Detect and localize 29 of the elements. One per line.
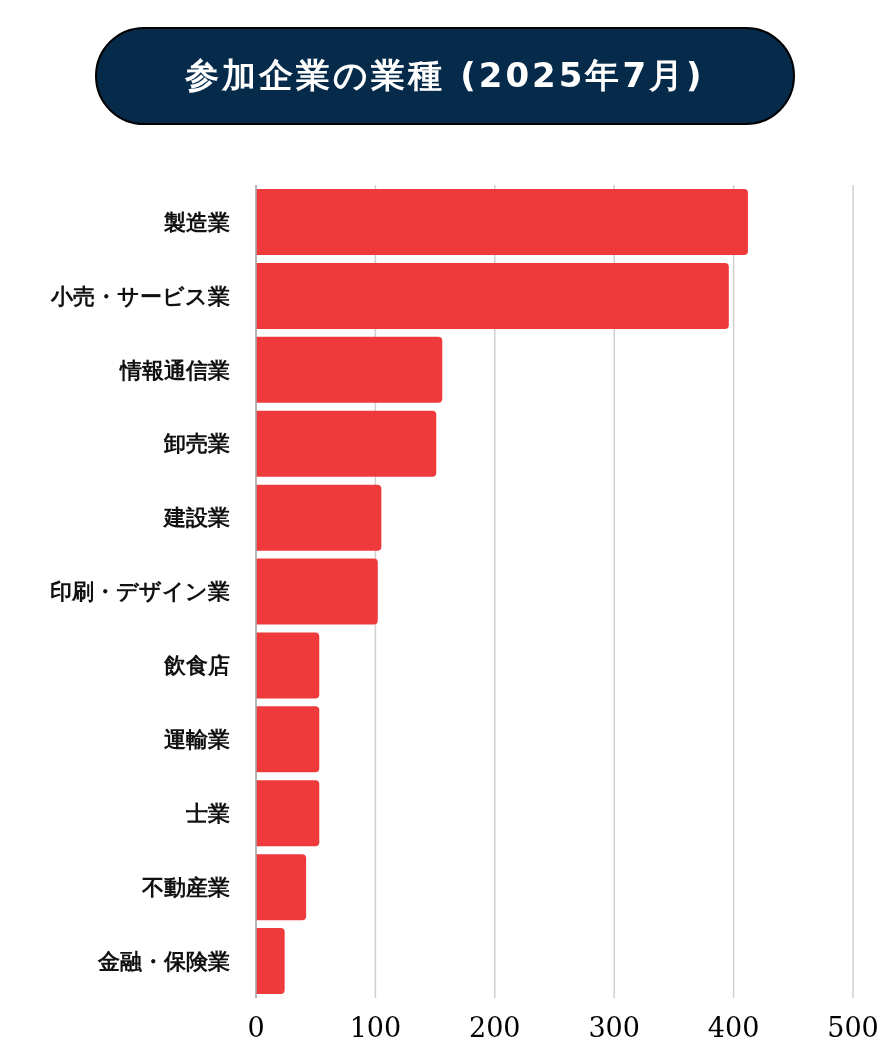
bar [256,262,729,329]
bar [256,410,437,477]
y-tick-label: 印刷・デザイン業 [50,579,230,605]
y-tick-label: 卸売業 [163,431,230,457]
y-tick-label: 情報通信業 [118,357,230,383]
bar [256,336,443,403]
bar [256,706,320,773]
bar [256,632,320,699]
y-tick-label: 不動産業 [141,874,230,900]
x-tick-label: 0 [247,1012,265,1044]
bar [256,780,320,847]
x-tick-label: 200 [469,1012,521,1044]
bar [256,558,378,625]
x-tick-label: 300 [588,1012,640,1044]
y-tick-label: 運輸業 [164,727,230,753]
y-tick-label: 金融・保険業 [97,948,230,974]
y-tick-label: 飲食店 [163,653,230,679]
x-tick-label: 400 [707,1012,760,1044]
bar [256,189,748,255]
bar [256,928,285,995]
x-tick-label: 500 [827,1012,879,1044]
bar [256,484,382,551]
y-tick-label: 建設業 [162,505,230,531]
y-tick-label: 士業 [185,801,230,827]
bar [256,854,307,921]
y-tick-label: 製造業 [163,209,230,235]
chart-title: 参加企業の業種 (2025年7月) [185,54,705,97]
y-tick-label: 小売・サービス業 [50,283,230,309]
x-tick-label: 100 [349,1012,402,1044]
